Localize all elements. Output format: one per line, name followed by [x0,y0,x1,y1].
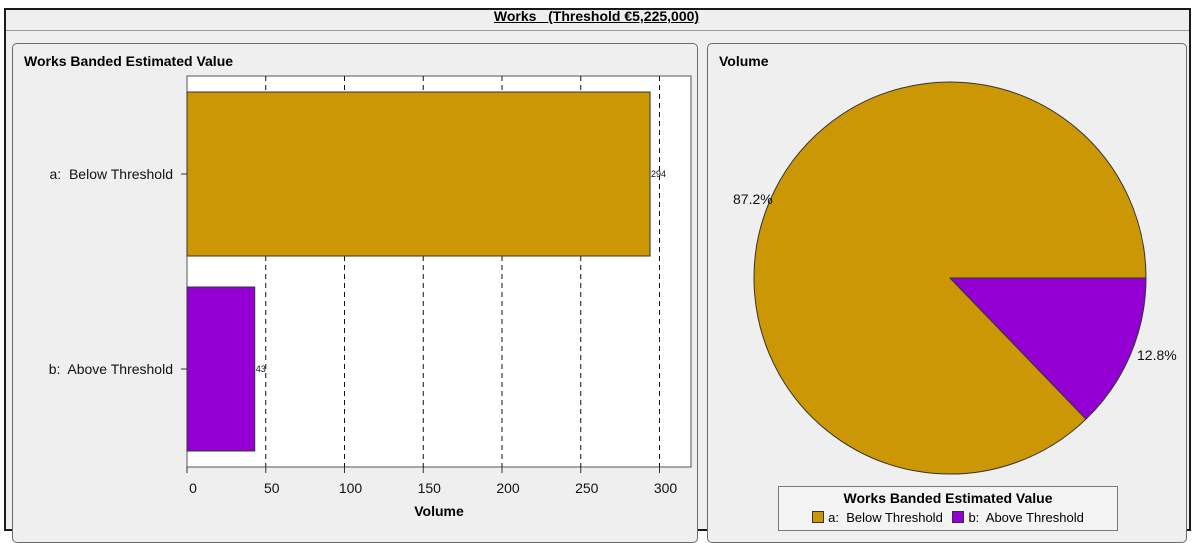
x-tick-label-1: 50 [264,480,280,496]
legend-label-above: b: Above Threshold [968,510,1084,525]
legend-swatch-below [812,511,825,523]
legend-swatch-above [952,511,965,523]
bar-value-label-1: 43 [256,364,266,374]
pie-slice-1 [948,277,1147,420]
y-tick-label-0: a: Below Threshold [50,166,173,182]
legend-items: a: Below Threshold b: Above Threshold [779,510,1117,525]
x-tick-label-6: 300 [654,480,678,496]
x-tick-label-0: 0 [189,480,197,496]
bar-1 [186,286,256,452]
x-tick-label-2: 100 [339,480,363,496]
x-tick-label-5: 250 [575,480,599,496]
pie-value-label-0: 87.2% [733,191,773,207]
legend-label-below: a: Below Threshold [828,510,943,525]
legend-title: Works Banded Estimated Value [843,490,1053,506]
title-divider [6,30,1189,31]
y-tick-label-1: b: Above Threshold [49,361,173,377]
x-tick-label-3: 150 [418,480,442,496]
pie-value-label-1: 12.8% [1137,347,1177,363]
bar-value-label-0: 294 [651,169,666,179]
legend-item-above: b: Above Threshold [952,510,1084,525]
pie-chart-title: Volume [719,53,769,69]
pie-legend: Works Banded Estimated Value a: Below Th… [778,486,1118,531]
page-title: Works (Threshold €5,225,000) [0,8,1193,24]
legend-item-below: a: Below Threshold [812,510,943,525]
bar-chart-title: Works Banded Estimated Value [24,53,234,69]
page-title-text: Works (Threshold €5,225,000) [493,8,700,24]
x-tick-label-4: 200 [496,480,520,496]
x-axis-label: Volume [414,503,464,519]
pie-slice-0 [753,81,1147,475]
